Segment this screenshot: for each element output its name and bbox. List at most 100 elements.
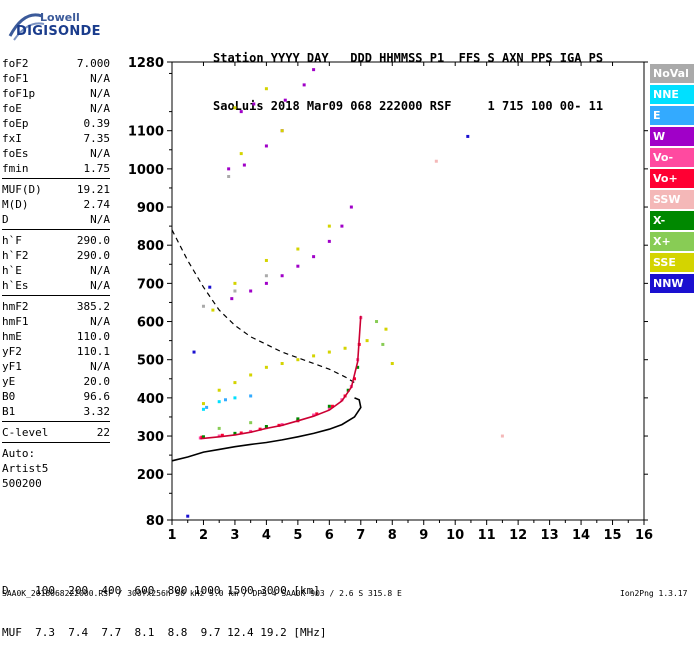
legend-item: SSE: [650, 253, 694, 272]
polarization-legend: NoVal NNE E W Vo- Vo+ SSW X- X+ SSE NNW: [650, 64, 694, 295]
parameter-panel: foF2 7.000 foF1 N/A foF1p N/A foE N/A foEp 0.39 fx…: [2, 56, 110, 491]
param-label: foF1: [2, 72, 29, 85]
param-value: 3.32: [83, 405, 111, 418]
x-tick-label: 3: [230, 528, 239, 543]
echo-point: [227, 167, 231, 171]
echo-point: [375, 320, 379, 324]
y-tick-label: 800: [137, 239, 164, 254]
logo-swoosh-icon: [8, 13, 45, 41]
param-value: N/A: [90, 87, 110, 100]
param-value: 20.0: [83, 375, 111, 388]
param-label: M(D): [2, 198, 29, 211]
echo-point: [264, 274, 268, 278]
param-row: fmin 1.75: [2, 161, 110, 176]
param-row: hmF1 N/A: [2, 314, 110, 329]
echo-point: [249, 421, 253, 425]
echo-point: [340, 224, 344, 228]
echo-point: [356, 365, 360, 369]
echo-point: [233, 381, 237, 385]
param-row: B1 3.32: [2, 404, 110, 419]
param-value: N/A: [90, 279, 110, 292]
param-label: hmF1: [2, 315, 29, 328]
param-row: h`Es N/A: [2, 278, 110, 293]
x-tick-label: 7: [356, 528, 365, 543]
param-label: yE: [2, 375, 16, 388]
echo-point: [327, 224, 331, 228]
echo-point: [330, 404, 334, 408]
param-row: M(D) 2.74: [2, 197, 110, 212]
x-tick-label: 16: [635, 528, 653, 543]
echo-point: [239, 152, 243, 156]
legend-item: NNE: [650, 85, 694, 104]
echo-point: [280, 274, 284, 278]
y-tick-label: 700: [137, 277, 164, 292]
muf-table-distance-row: D 100 200 400 600 800 1000 1500 3000 [km…: [2, 584, 320, 597]
param-value: 290.0: [76, 234, 110, 247]
x-tick-label: 5: [293, 528, 302, 543]
param-label: fmin: [2, 162, 29, 175]
echo-point: [264, 281, 268, 285]
y-tick-label: 1100: [128, 125, 164, 140]
x-tick-label: 10: [446, 528, 464, 543]
x-tick-label: 4: [262, 528, 271, 543]
param-label: hmF2: [2, 300, 29, 313]
param-row: yF2 110.1: [2, 344, 110, 359]
legend-item: SSW: [650, 190, 694, 209]
param-row: foEp 0.39: [2, 116, 110, 131]
ionogram-chart: 1 2 3 4 5 6 7 8 9 10 11 12 13 14 15 1680200300400500600…: [128, 56, 653, 543]
echo-point: [230, 297, 234, 301]
y-tick-label: 80: [146, 514, 164, 529]
echo-point: [217, 388, 221, 392]
param-value: 19.21: [76, 183, 110, 196]
param-row: C-level 22: [2, 425, 110, 440]
x-tick-label: 6: [325, 528, 334, 543]
param-separator: [2, 442, 110, 443]
param-label: h`F: [2, 234, 22, 247]
param-value: 290.0: [76, 249, 110, 262]
y-tick-label: 300: [137, 430, 164, 445]
param-row: MUF(D) 19.21: [2, 182, 110, 197]
logo-line1: Lowell: [40, 11, 80, 24]
legend-item: NoVal: [650, 64, 694, 83]
y-tick-label: 1000: [128, 163, 164, 178]
echo-point: [296, 264, 300, 268]
param-row: yF1 N/A: [2, 359, 110, 374]
param-label: fxI: [2, 132, 22, 145]
legend-item: E: [650, 106, 694, 125]
version-info: Ion2Png 1.3.17: [620, 589, 688, 598]
legend-item: X-: [650, 211, 694, 230]
echo-point: [280, 362, 284, 366]
echo-point: [211, 308, 215, 312]
echo-point: [220, 433, 224, 437]
echo-point: [242, 163, 246, 167]
legend-item: W: [650, 127, 694, 146]
echo-point: [249, 373, 253, 377]
legend-item: NNW: [650, 274, 694, 293]
param-label: foE: [2, 102, 22, 115]
param-row: foE N/A: [2, 101, 110, 116]
x-tick-label: 12: [509, 528, 527, 543]
echo-point: [208, 285, 212, 289]
echo-point: [200, 435, 204, 439]
param-value: N/A: [90, 264, 110, 277]
param-row: B0 96.6: [2, 389, 110, 404]
param-value: 7.000: [76, 57, 110, 70]
echo-point: [252, 102, 256, 106]
param-row: yE 20.0: [2, 374, 110, 389]
x-tick-label: 14: [572, 528, 590, 543]
param-value: 110.1: [76, 345, 110, 358]
echo-point: [312, 255, 316, 259]
y-tick-label: 600: [137, 316, 164, 331]
param-label: yF2: [2, 345, 22, 358]
param-label: h`E: [2, 264, 22, 277]
param-value: N/A: [90, 315, 110, 328]
electron-density-profile-dashed: [171, 229, 355, 384]
param-label: foEs: [2, 147, 29, 160]
y-tick-label: 500: [137, 354, 164, 369]
echo-point: [296, 358, 300, 362]
y-tick-label: 400: [137, 392, 164, 407]
x-tick-label: 1: [167, 528, 176, 543]
echo-point: [349, 205, 353, 209]
echo-point: [239, 431, 243, 435]
echo-point: [500, 434, 504, 438]
